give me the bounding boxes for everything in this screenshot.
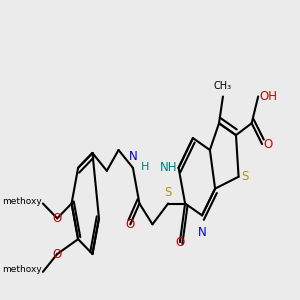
Text: O: O [126, 218, 135, 231]
Text: N: N [128, 150, 137, 163]
Text: O: O [52, 212, 62, 225]
Text: CH₃: CH₃ [214, 81, 232, 91]
Text: OH: OH [260, 90, 278, 103]
Text: O: O [175, 236, 184, 249]
Text: methoxy: methoxy [2, 196, 42, 206]
Text: S: S [242, 170, 249, 183]
Text: O: O [52, 248, 62, 260]
Text: N: N [198, 226, 206, 239]
Text: NH: NH [160, 161, 177, 174]
Text: O: O [263, 138, 273, 151]
Text: H: H [141, 162, 149, 172]
Text: methoxy: methoxy [2, 265, 42, 274]
Text: S: S [164, 186, 172, 199]
